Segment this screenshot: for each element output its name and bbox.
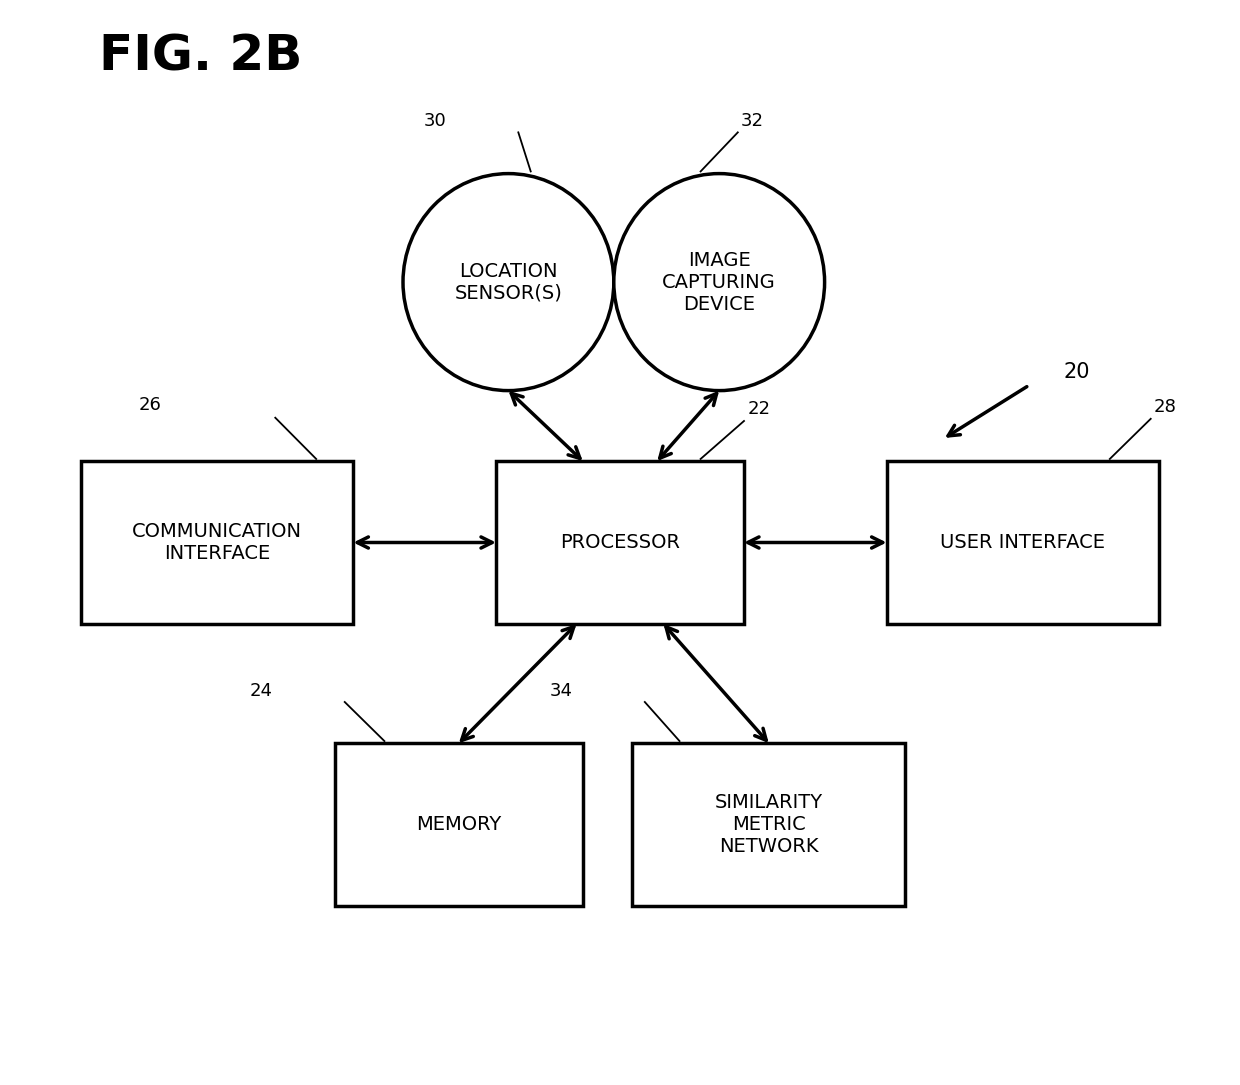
Text: 22: 22 (748, 399, 771, 418)
Bar (632, 743, 905, 906)
Bar (887, 461, 1159, 624)
Text: 24: 24 (249, 681, 273, 700)
Text: 28: 28 (1153, 397, 1176, 416)
Text: 32: 32 (740, 112, 764, 130)
Text: MEMORY: MEMORY (417, 815, 501, 834)
Bar (496, 461, 744, 624)
Ellipse shape (614, 174, 825, 391)
Text: 34: 34 (549, 681, 573, 700)
Text: COMMUNICATION
INTERFACE: COMMUNICATION INTERFACE (131, 522, 303, 563)
Text: USER INTERFACE: USER INTERFACE (940, 533, 1106, 552)
Text: PROCESSOR: PROCESSOR (560, 533, 680, 552)
Text: FIG. 2B: FIG. 2B (99, 33, 303, 80)
Text: 30: 30 (424, 112, 446, 130)
Ellipse shape (403, 174, 614, 391)
Bar (81, 461, 353, 624)
Bar (335, 743, 583, 906)
Text: 26: 26 (139, 396, 161, 414)
Text: SIMILARITY
METRIC
NETWORK: SIMILARITY METRIC NETWORK (714, 793, 823, 856)
Text: LOCATION
SENSOR(S): LOCATION SENSOR(S) (455, 261, 562, 303)
Text: IMAGE
CAPTURING
DEVICE: IMAGE CAPTURING DEVICE (662, 251, 776, 314)
Text: 20: 20 (1064, 362, 1090, 382)
